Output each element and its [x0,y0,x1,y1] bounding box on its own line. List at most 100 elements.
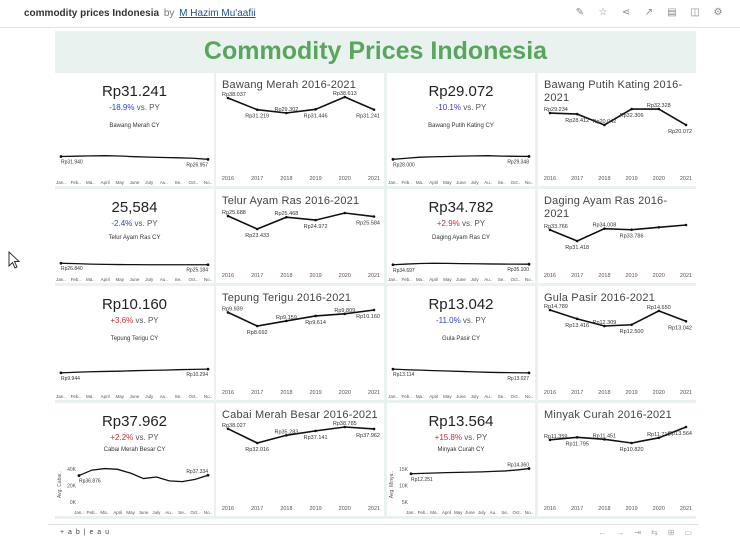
line-point[interactable] [343,425,347,429]
line-point[interactable] [603,227,606,230]
sparkline-chart[interactable]: Rp31.940 Rp26.957 Jan.. Feb.. Ma.. April May Ju… [55,129,214,186]
line-chart-card[interactable]: Daging Ayam Ras 2016-2021 Rp33.766 Rp31.41… [538,189,696,283]
line-point[interactable] [684,425,688,429]
kpi-card[interactable]: Rp10.160 +3.6% vs. PY Tepung Terigu CY Rp9.… [55,286,214,400]
line-point[interactable] [314,218,317,222]
line-point[interactable] [372,427,376,431]
sparkline-chart[interactable]: 40K 20K 0K Avg. Cabai.. Rp36.876 Rp37.334 Jan.… [55,459,214,516]
line-point[interactable] [226,96,230,100]
line-point[interactable] [684,319,688,323]
line-point[interactable] [657,225,661,229]
subscribe-icon[interactable]: ◫ [690,7,700,18]
line-point[interactable] [255,324,259,328]
line-point[interactable] [630,107,633,111]
line-point[interactable] [343,95,347,99]
kpi-card[interactable]: Rp34.782 +2.9% vs. PY Daging Ayam Ras CY Rp… [387,189,535,283]
settings-gear-icon[interactable]: ⚙ [713,7,723,18]
sparkline-chart[interactable]: 15K 10K 5K Avg. Minya.. Rp12.251 Rp14.360 Jan.… [387,459,535,516]
download-icon[interactable]: ▤ [667,7,677,18]
sparkline-chart[interactable]: Rp28.000 Rp29.348 Jan.. Feb.. Ma.. April May Ju… [387,129,535,186]
year-tick-label: 2018 [598,506,610,512]
line-point[interactable] [684,223,688,227]
line-point[interactable] [226,214,230,218]
line-chart[interactable]: Rp9.939 Rp8.692 Rp9.159 Rp9.614 Rp9.809Rp10.… [216,286,384,400]
line-point[interactable] [285,111,288,115]
line-point[interactable] [684,123,688,127]
sparkline-chart[interactable]: Rp9.944 Rp10.294 Jan.. Feb.. Ma.. April May Jun… [55,342,214,400]
share-icon[interactable]: ⋖ [621,7,631,18]
line-chart[interactable]: Rp14.789 Rp13.416 Rp12.309 Rp12.500 Rp14.650… [538,286,696,400]
line-point[interactable] [285,319,288,323]
line-point[interactable] [226,427,230,431]
line-point[interactable] [285,433,288,437]
line-point[interactable] [314,429,317,433]
line-point[interactable] [343,211,347,215]
line-point[interactable] [657,309,661,313]
line-chart-card[interactable]: Bawang Putih Kating 2016-2021 Rp29.234 Rp2… [538,73,696,186]
line-point-label: Rp12.309 [592,320,616,326]
line-point[interactable] [372,308,376,312]
sparkline-chart[interactable]: Rp13.114 Rp13.027 Jan.. Feb.. Ma.. April May Ju… [387,342,535,400]
edit-icon[interactable]: ✎ [575,7,585,18]
line-point[interactable] [255,227,259,231]
line-point-label: Rp29.234 [544,107,568,113]
line-point[interactable] [657,436,661,440]
kpi-card[interactable]: Rp31.241 -18.9% vs. PY Bawang Merah CY Rp31… [55,73,214,186]
line-chart-card[interactable]: Gula Pasir 2016-2021 Rp14.789 Rp13.416 Rp12… [538,286,696,400]
line-chart[interactable]: Rp38.037 Rp31.219 Rp29.302 Rp31.446 Rp38.613… [216,73,384,186]
line-point[interactable] [575,436,579,439]
line-point[interactable] [575,239,579,243]
line-point[interactable] [657,107,661,111]
line-point[interactable] [603,123,606,127]
kpi-card[interactable]: 25,584 -2.4% vs. PY Telur Ayam Ras CY Rp26.… [55,189,214,283]
line-point[interactable] [603,438,606,441]
author-link[interactable]: M Hazim Mu'aafii [179,8,256,19]
line-point[interactable] [603,324,606,328]
line-chart[interactable]: Rp29.234 Rp28.412 Rp20.042 Rp32.306Rp32.328… [538,73,696,186]
kpi-card[interactable]: Rp37.962 +2.2% vs. PY Cabai Merah Besar CY… [55,403,214,516]
line-chart-title: Minyak Curah 2016-2021 [544,409,672,421]
kpi-card[interactable]: Rp13.042 -11.0% vs. PY Gula Pasir CY Rp13.1… [387,286,535,400]
line-point[interactable] [630,323,633,327]
line-point[interactable] [372,215,376,218]
line-chart[interactable]: Rp33.766 Rp31.418 Rp34.008 Rp33.786 2016 2017… [538,189,696,283]
line-point[interactable] [314,314,317,318]
nav-icon-0[interactable]: ← [598,528,607,537]
line-chart[interactable]: Rp25.688 Rp23.433 Rp25.468 Rp24.972 Rp25.584… [216,189,384,283]
sparkline-chart[interactable]: Rp26.840 Rp25.184 Jan.. Feb.. Ma.. April May Ju… [55,245,214,283]
line-chart-card[interactable]: Cabai Merah Besar 2016-2021 Rp38.027 Rp32.… [216,403,384,516]
month-tick-label: Se.. [498,277,506,282]
line-point[interactable] [548,308,552,312]
nav-icon-3[interactable]: ⇆ [651,528,658,537]
line-point[interactable] [548,228,552,232]
line-chart-card[interactable]: Bawang Merah 2016-2021 Rp38.037 Rp31.219 Rp… [216,73,384,186]
kpi-card[interactable]: Rp13.564 +15.8% vs. PY Minyak Curah CY 15K 1… [387,403,535,516]
line-chart-card[interactable]: Telur Ayam Ras 2016-2021 Rp25.688 Rp23.433… [216,189,384,283]
line-point[interactable] [548,438,552,442]
nav-icon-1[interactable]: → [616,528,625,537]
line-point[interactable] [226,311,230,314]
line-point[interactable] [548,111,552,115]
line-point[interactable] [630,228,633,232]
sparkline-chart[interactable]: Rp34.697 Rp35.100 Jan.. Feb.. Ma.. April May Ju… [387,245,535,283]
line-point[interactable] [255,441,259,445]
line-point[interactable] [255,108,259,112]
line-point[interactable] [575,112,579,116]
nav-icon-5[interactable]: ▭ [684,528,692,537]
favorite-star-icon[interactable]: ☆ [598,7,608,18]
line-point[interactable] [343,312,347,316]
month-tick-label: July [471,277,480,282]
line-chart[interactable]: Rp38.027 Rp32.016 Rp35.283 Rp37.141 Rp38.785… [216,403,384,516]
line-chart-card[interactable]: Minyak Curah 2016-2021 Rp11.359 Rp11.795 Rp… [538,403,696,516]
nav-icon-2[interactable]: ⇥ [634,528,642,537]
link-icon[interactable]: ↗ [644,7,654,18]
nav-icon-4[interactable]: ⊞ [667,528,675,537]
kpi-card[interactable]: Rp29.072 -10.1% vs. PY Bawang Putih Kating… [387,73,535,186]
line-point[interactable] [372,108,376,111]
line-point[interactable] [285,215,288,219]
line-point[interactable] [630,441,633,445]
line-chart-card[interactable]: Tepung Terigu 2016-2021 Rp9.939 Rp8.692 Rp9… [216,286,384,400]
line-point[interactable] [575,317,579,321]
line-point[interactable] [314,108,317,111]
